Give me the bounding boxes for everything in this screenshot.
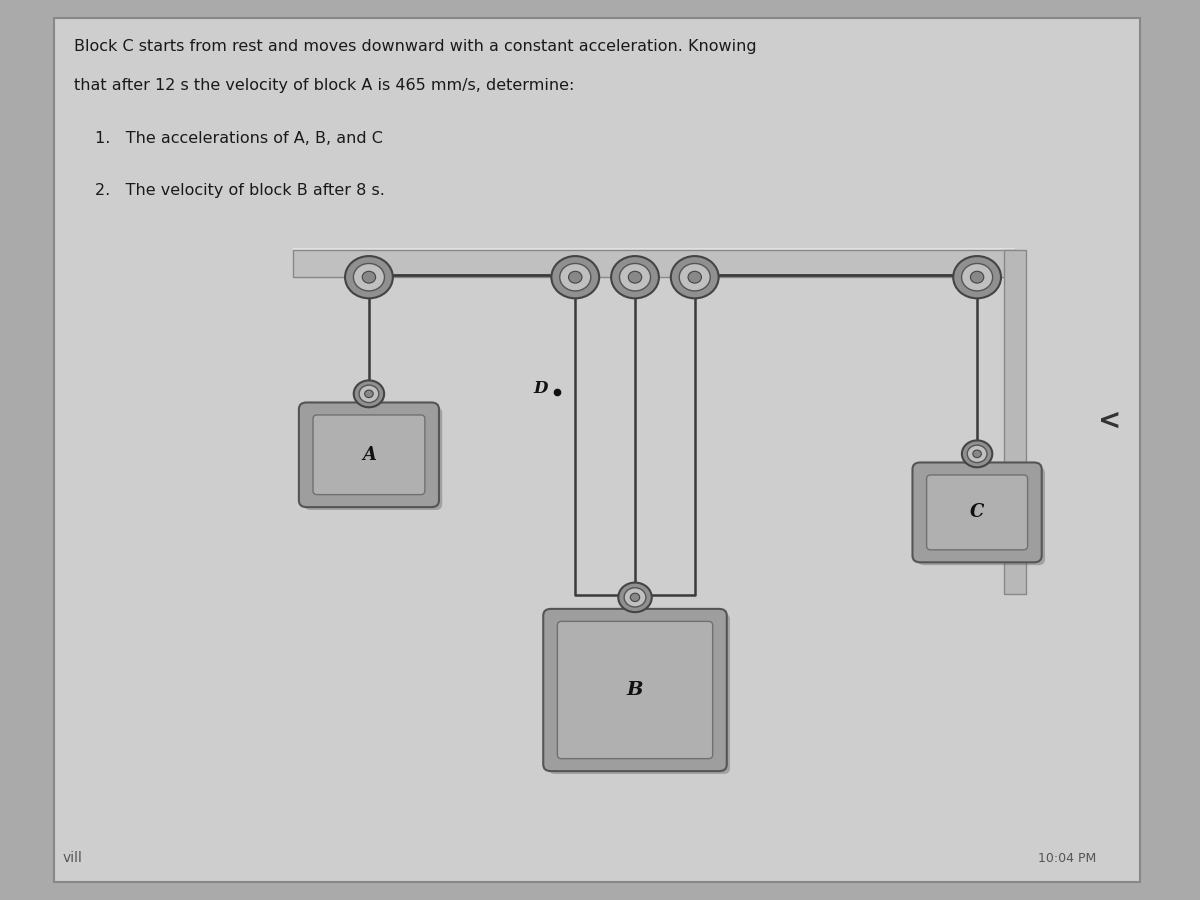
Text: vill: vill — [62, 850, 83, 865]
FancyBboxPatch shape — [305, 408, 443, 510]
FancyBboxPatch shape — [557, 621, 713, 759]
Circle shape — [973, 450, 982, 457]
Text: Block C starts from rest and moves downward with a constant acceleration. Knowin: Block C starts from rest and moves downw… — [73, 39, 756, 54]
Bar — [293, 250, 1015, 277]
Text: B: B — [626, 681, 643, 699]
FancyBboxPatch shape — [548, 614, 730, 774]
Text: C: C — [970, 503, 984, 521]
Bar — [293, 248, 1015, 261]
Circle shape — [365, 390, 373, 398]
FancyBboxPatch shape — [313, 415, 425, 495]
FancyBboxPatch shape — [544, 609, 727, 771]
Text: 10:04 PM: 10:04 PM — [1038, 851, 1097, 865]
Circle shape — [961, 264, 992, 291]
Circle shape — [346, 256, 392, 298]
Circle shape — [354, 381, 384, 408]
Circle shape — [362, 271, 376, 284]
Text: 2.   The velocity of block B after 8 s.: 2. The velocity of block B after 8 s. — [95, 183, 385, 198]
Text: that after 12 s the velocity of block A is 465 mm/s, determine:: that after 12 s the velocity of block A … — [73, 77, 574, 93]
FancyBboxPatch shape — [926, 475, 1027, 550]
Circle shape — [971, 271, 984, 284]
Circle shape — [611, 256, 659, 298]
Circle shape — [630, 593, 640, 601]
Circle shape — [624, 588, 646, 607]
FancyBboxPatch shape — [299, 402, 439, 507]
Text: <: < — [1098, 407, 1121, 436]
Circle shape — [618, 582, 652, 612]
Circle shape — [679, 264, 710, 291]
Text: 1.   The accelerations of A, B, and C: 1. The accelerations of A, B, and C — [95, 131, 383, 147]
Circle shape — [671, 256, 719, 298]
Circle shape — [962, 440, 992, 467]
Circle shape — [967, 446, 986, 463]
Circle shape — [688, 271, 702, 284]
Circle shape — [559, 264, 590, 291]
Bar — [1004, 250, 1026, 594]
Circle shape — [551, 256, 599, 298]
Circle shape — [629, 271, 642, 284]
Circle shape — [619, 264, 650, 291]
Circle shape — [569, 271, 582, 284]
Circle shape — [359, 385, 379, 402]
Text: D: D — [534, 380, 548, 397]
FancyBboxPatch shape — [918, 467, 1045, 565]
Circle shape — [953, 256, 1001, 298]
Text: A: A — [362, 446, 376, 464]
FancyBboxPatch shape — [912, 463, 1042, 562]
Circle shape — [354, 264, 384, 291]
